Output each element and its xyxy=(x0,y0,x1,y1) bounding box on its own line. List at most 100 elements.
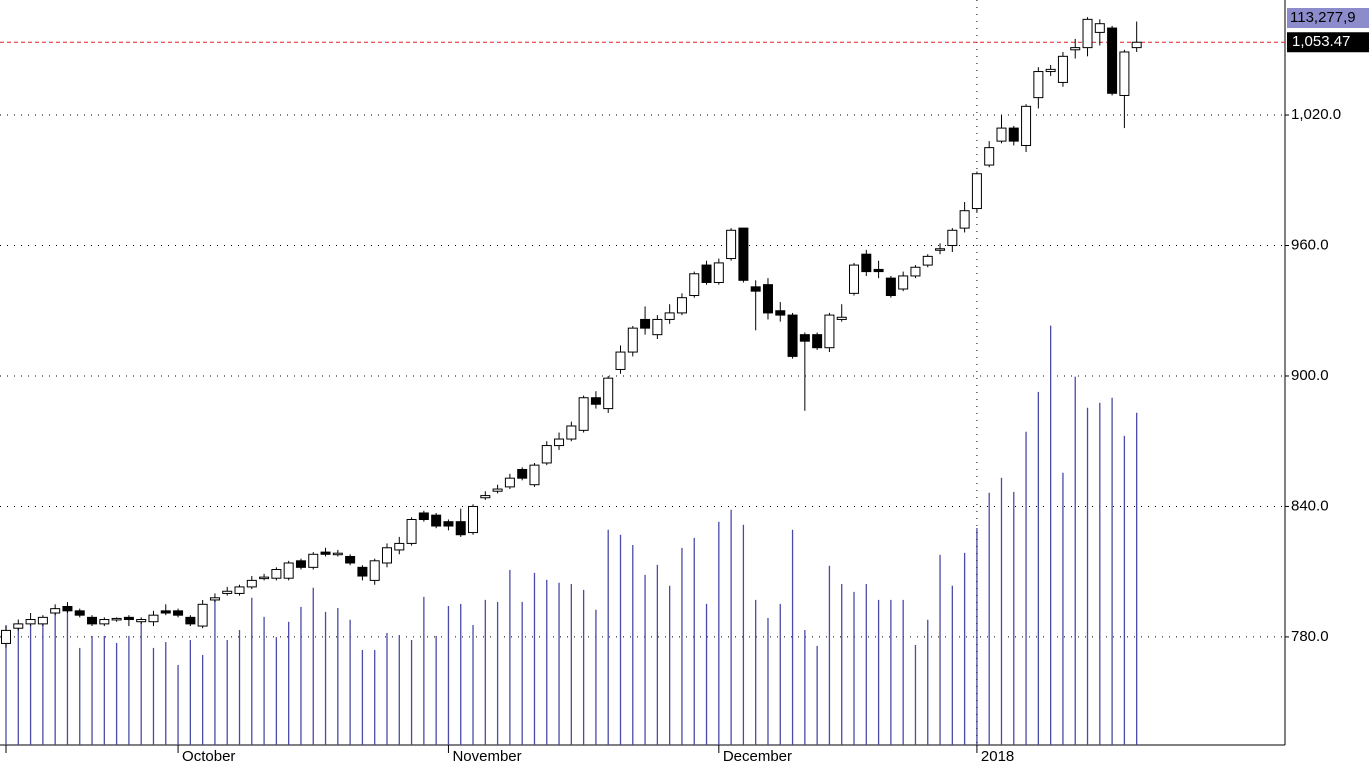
x-tick-label: December xyxy=(723,748,792,765)
candle-body xyxy=(468,505,479,534)
candle-body xyxy=(898,275,909,290)
candle-body xyxy=(246,579,257,588)
candle-body xyxy=(13,623,24,629)
candle-body xyxy=(627,327,638,353)
volume-label: 113,277,9 xyxy=(1290,9,1356,26)
candle-body xyxy=(529,464,540,486)
y-tick-label: 780.0 xyxy=(1291,628,1329,645)
y-tick-label: 960.0 xyxy=(1291,236,1329,253)
x-tick-label: October xyxy=(182,748,235,765)
candle-body xyxy=(1107,27,1118,94)
candle-body xyxy=(984,147,995,166)
candle-body xyxy=(885,277,896,297)
candle-body xyxy=(775,310,786,316)
candle-body xyxy=(541,445,552,464)
candle-body xyxy=(971,173,982,210)
candle-body xyxy=(1057,55,1068,83)
candle-body xyxy=(111,617,122,621)
candle-body xyxy=(935,248,946,251)
candle-body xyxy=(640,318,651,329)
candle-body xyxy=(443,521,454,527)
candle-body xyxy=(1070,47,1081,51)
candle-body xyxy=(836,316,847,320)
candle-body xyxy=(480,495,491,499)
candle-body xyxy=(1008,127,1019,142)
candle-body xyxy=(99,619,110,625)
candle-body xyxy=(308,553,319,568)
candle-body xyxy=(873,268,884,273)
candle-body xyxy=(1,629,11,644)
candle-body xyxy=(1131,41,1142,49)
candle-body xyxy=(418,512,429,520)
candle-body xyxy=(824,314,835,349)
x-tick-label: 2018 xyxy=(981,748,1014,765)
candle-body xyxy=(345,555,356,564)
candle-body xyxy=(849,264,860,294)
candle-body xyxy=(209,597,220,601)
candle-body xyxy=(283,562,294,579)
candle-body xyxy=(812,334,823,349)
candle-body xyxy=(566,425,577,440)
candle-body xyxy=(357,566,368,577)
candle-body xyxy=(222,590,233,594)
candle-body xyxy=(406,518,417,544)
candle-body xyxy=(1033,71,1044,99)
candle-body xyxy=(787,314,798,357)
candle-body xyxy=(922,255,933,266)
volume-label-box xyxy=(1287,8,1369,28)
candle-body xyxy=(173,610,184,616)
price-label-box xyxy=(1287,32,1369,53)
candle-body xyxy=(996,127,1007,142)
candle-body xyxy=(123,616,134,621)
candle-body xyxy=(87,616,98,625)
candle-body xyxy=(603,377,614,410)
candle-body xyxy=(25,619,36,625)
candle-body xyxy=(578,397,589,431)
candle-body xyxy=(271,569,282,579)
candle-body xyxy=(37,616,48,625)
candle-body xyxy=(259,576,270,580)
candle-body xyxy=(62,605,73,612)
y-tick-label: 840.0 xyxy=(1291,497,1329,514)
candle-body xyxy=(664,312,675,320)
candle-body xyxy=(185,616,196,625)
candle-body xyxy=(504,477,515,488)
candle-body xyxy=(726,229,737,260)
candle-body xyxy=(615,351,626,370)
candle-body xyxy=(1082,18,1093,49)
candle-body xyxy=(295,560,306,568)
candle-body xyxy=(676,297,687,314)
candle-body xyxy=(713,262,724,283)
candle-body xyxy=(738,227,749,281)
candle-body xyxy=(750,286,761,292)
candle-body xyxy=(1119,51,1130,96)
candle-body xyxy=(492,488,503,492)
candle-body xyxy=(148,614,159,623)
candle-body xyxy=(320,551,331,555)
candle-body xyxy=(799,334,810,342)
candle-body xyxy=(234,586,245,594)
y-tick-label: 1,020.0 xyxy=(1291,106,1341,123)
candle-body xyxy=(197,603,208,627)
y-tick-label: 900.0 xyxy=(1291,367,1329,384)
x-tick-label: November xyxy=(452,748,521,765)
candle-body xyxy=(394,542,405,551)
candle-body xyxy=(554,438,565,447)
candle-body xyxy=(910,266,921,277)
candle-body xyxy=(431,514,442,527)
candle-body xyxy=(517,468,528,479)
candle-body xyxy=(947,229,958,247)
candle-body xyxy=(160,610,171,614)
candle-body xyxy=(1021,105,1032,146)
candle-body xyxy=(590,397,601,405)
candle-body xyxy=(689,273,700,297)
candle-body xyxy=(369,560,380,581)
price-label: 1,053.47 xyxy=(1292,33,1350,50)
candle-body xyxy=(861,253,872,273)
candle-body xyxy=(701,264,712,283)
candle-body xyxy=(762,284,773,314)
candle-body xyxy=(381,547,392,564)
